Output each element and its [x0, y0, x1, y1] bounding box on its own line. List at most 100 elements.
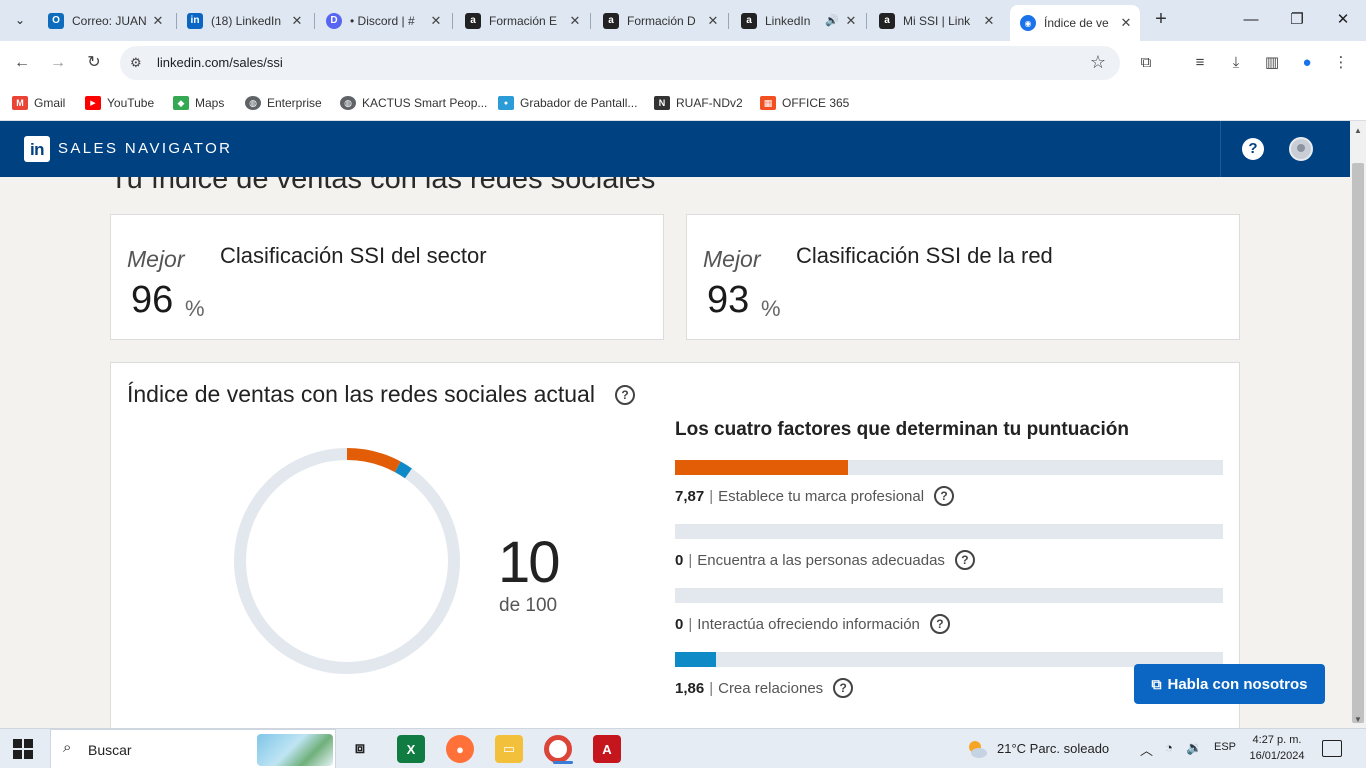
close-icon[interactable]: ✕ — [1120, 15, 1132, 30]
bookmark-label: Enterprise — [267, 96, 322, 110]
scroll-down-icon[interactable]: ▼ — [1354, 715, 1362, 724]
donut-segment-marca — [346, 448, 401, 473]
chat-button[interactable]: ⧉ Habla con nosotros — [1134, 664, 1325, 704]
tab-title: • Discord | # — [350, 13, 415, 28]
restore-button[interactable]: ❐ — [1290, 11, 1304, 28]
bookmark-maps[interactable]: ◆ Maps — [173, 93, 224, 113]
donut-segment-relaciones — [394, 461, 412, 479]
url-text[interactable]: linkedin.com/sales/ssi — [157, 55, 283, 70]
product-name[interactable]: SALES NAVIGATOR — [58, 140, 233, 157]
download-icon[interactable]: ⤓ — [1232, 54, 1240, 71]
question-mark-icon[interactable]: ? — [934, 486, 955, 506]
bookmark-office[interactable]: ▦ OFFICE 365 — [760, 93, 849, 113]
acrobat-icon[interactable]: A — [593, 735, 621, 763]
profile-icon[interactable]: ● — [1302, 54, 1312, 71]
office-icon: ▦ — [760, 96, 776, 110]
tab-correo[interactable]: O Correo: JUAN ✕ — [48, 8, 166, 33]
chat-bubbles-icon: ⧉ — [1151, 675, 1162, 692]
tab-linkedin[interactable]: in (18) LinkedIn ✕ — [187, 8, 305, 33]
bookmark-gmail[interactable]: M Gmail — [12, 93, 65, 113]
close-icon[interactable]: ✕ — [845, 12, 857, 28]
tab-formacion-d[interactable]: a Formación D ✕ — [603, 8, 721, 33]
reload-icon[interactable]: ↻ — [87, 54, 101, 71]
factor-separator: | — [688, 551, 693, 569]
search-highlight-image — [257, 734, 333, 766]
question-mark-icon[interactable]: ? — [615, 385, 635, 405]
scroll-up-icon[interactable]: ▲ — [1354, 126, 1362, 135]
bookmark-label: KACTUS Smart Peop... — [362, 96, 488, 110]
factor-bar-relaciones — [675, 652, 1223, 667]
tab-discord[interactable]: D • Discord | # ✕ — [326, 8, 444, 33]
file-explorer-icon[interactable]: ▭ — [495, 735, 523, 763]
question-mark-icon[interactable]: ? — [929, 614, 950, 634]
clock-date: 16/01/2024 — [1249, 750, 1305, 762]
side-panel-icon[interactable]: ▥ — [1264, 54, 1280, 71]
close-icon[interactable]: ✕ — [569, 12, 581, 28]
chevron-up-icon[interactable]: ︿ — [1140, 743, 1154, 758]
clock[interactable]: 4:27 p. m. 16/01/2024 — [1246, 732, 1308, 764]
media-control-icon[interactable]: ≡ — [1195, 54, 1205, 71]
tab-indice-de-ventas[interactable]: ◉ Índice de ve ✕ — [1010, 5, 1140, 41]
tab-linkedin-audio[interactable]: a LinkedIn 🔊 ✕ — [741, 8, 859, 33]
tab-mi-ssi[interactable]: a Mi SSI | Link ✕ — [879, 8, 997, 33]
bookmark-label: Maps — [195, 96, 225, 110]
bookmark-youtube[interactable]: ▶ YouTube — [85, 93, 154, 113]
help-icon[interactable]: ? — [1242, 138, 1264, 160]
tab-search-chevron-icon[interactable]: ⌄ — [14, 13, 26, 27]
factor-value: 0 — [675, 615, 684, 633]
bookmark-star-icon[interactable]: ☆ — [1089, 52, 1106, 72]
bookmark-enterprise[interactable]: ◍ Enterprise — [245, 93, 322, 113]
extensions-icon[interactable]: ⧉ — [1140, 54, 1152, 71]
avatar[interactable] — [1289, 137, 1313, 161]
notifications-icon[interactable] — [1322, 740, 1342, 757]
rank-title: Clasificación SSI de la red — [796, 243, 1053, 268]
weather-text[interactable]: 21°C Parc. soleado — [997, 741, 1110, 756]
outlook-icon: O — [48, 12, 64, 29]
site-settings-icon[interactable]: ⚙ — [130, 55, 142, 70]
tab-title: LinkedIn — [765, 13, 811, 28]
bookmark-label: Gmail — [34, 96, 66, 110]
close-icon[interactable]: ✕ — [152, 12, 164, 28]
excel-icon[interactable]: X — [397, 735, 425, 763]
firefox-icon[interactable]: ● — [446, 735, 474, 763]
gmail-icon: M — [12, 96, 28, 110]
chrome-icon[interactable] — [544, 735, 573, 764]
volume-icon[interactable]: 🔉 — [1186, 740, 1203, 755]
partly-sunny-icon — [969, 741, 987, 758]
bookmark-ruaf[interactable]: N RUAF-NDv2 — [654, 93, 743, 113]
bookmarks-bar: M Gmail ▶ YouTube ◆ Maps ◍ Enterprise ◍ … — [0, 85, 1366, 121]
taskbar-search[interactable]: ⌕ Buscar — [50, 729, 336, 768]
scrollbar-thumb[interactable] — [1352, 163, 1364, 723]
ssi-donut-chart — [234, 448, 460, 674]
new-tab-button[interactable]: + — [1155, 8, 1167, 30]
tab-title: Mi SSI | Link — [903, 13, 971, 28]
sales-navigator-header: in SALES NAVIGATOR ? — [0, 121, 1350, 177]
bookmark-kactus[interactable]: ◍ KACTUS Smart Peop... — [340, 93, 487, 113]
address-bar[interactable]: ⚙ linkedin.com/sales/ssi ☆ — [120, 46, 1120, 80]
speaker-icon[interactable]: 🔊 — [825, 15, 839, 27]
forward-arrow-icon[interactable]: → — [50, 54, 66, 71]
close-window-button[interactable]: ✕ — [1336, 11, 1350, 28]
factor-label: Crea relaciones — [718, 679, 824, 697]
minimize-button[interactable]: — — [1243, 11, 1259, 28]
linkedin-logo-icon[interactable]: in — [24, 136, 50, 162]
close-icon[interactable]: ✕ — [291, 12, 303, 28]
page-scrollbar[interactable]: ▲ ▼ — [1350, 121, 1366, 728]
close-icon[interactable]: ✕ — [430, 12, 442, 28]
question-mark-icon[interactable]: ? — [833, 678, 854, 698]
recorder-icon: ● — [498, 96, 514, 110]
close-icon[interactable]: ✕ — [707, 12, 719, 28]
task-view-icon[interactable]: ⧈ — [354, 740, 366, 757]
question-mark-icon[interactable]: ? — [954, 550, 975, 570]
tab-formacion-e[interactable]: a Formación E ✕ — [465, 8, 583, 33]
more-menu-icon[interactable]: ⋮ — [1333, 54, 1349, 71]
back-arrow-icon[interactable]: ← — [14, 54, 30, 71]
bookmark-grabador[interactable]: ● Grabador de Pantall... — [498, 93, 637, 113]
network-rank-card: Mejor Clasificación SSI de la red 93 % — [686, 214, 1240, 340]
close-icon[interactable]: ✕ — [983, 12, 995, 28]
factor-value: 1,86 — [675, 679, 705, 697]
factor-label: Establece tu marca profesional — [718, 487, 925, 505]
language-indicator[interactable]: ESP — [1214, 741, 1237, 753]
windows-start-icon[interactable] — [13, 739, 33, 759]
wifi-icon[interactable]: ◔ — [1165, 740, 1173, 755]
